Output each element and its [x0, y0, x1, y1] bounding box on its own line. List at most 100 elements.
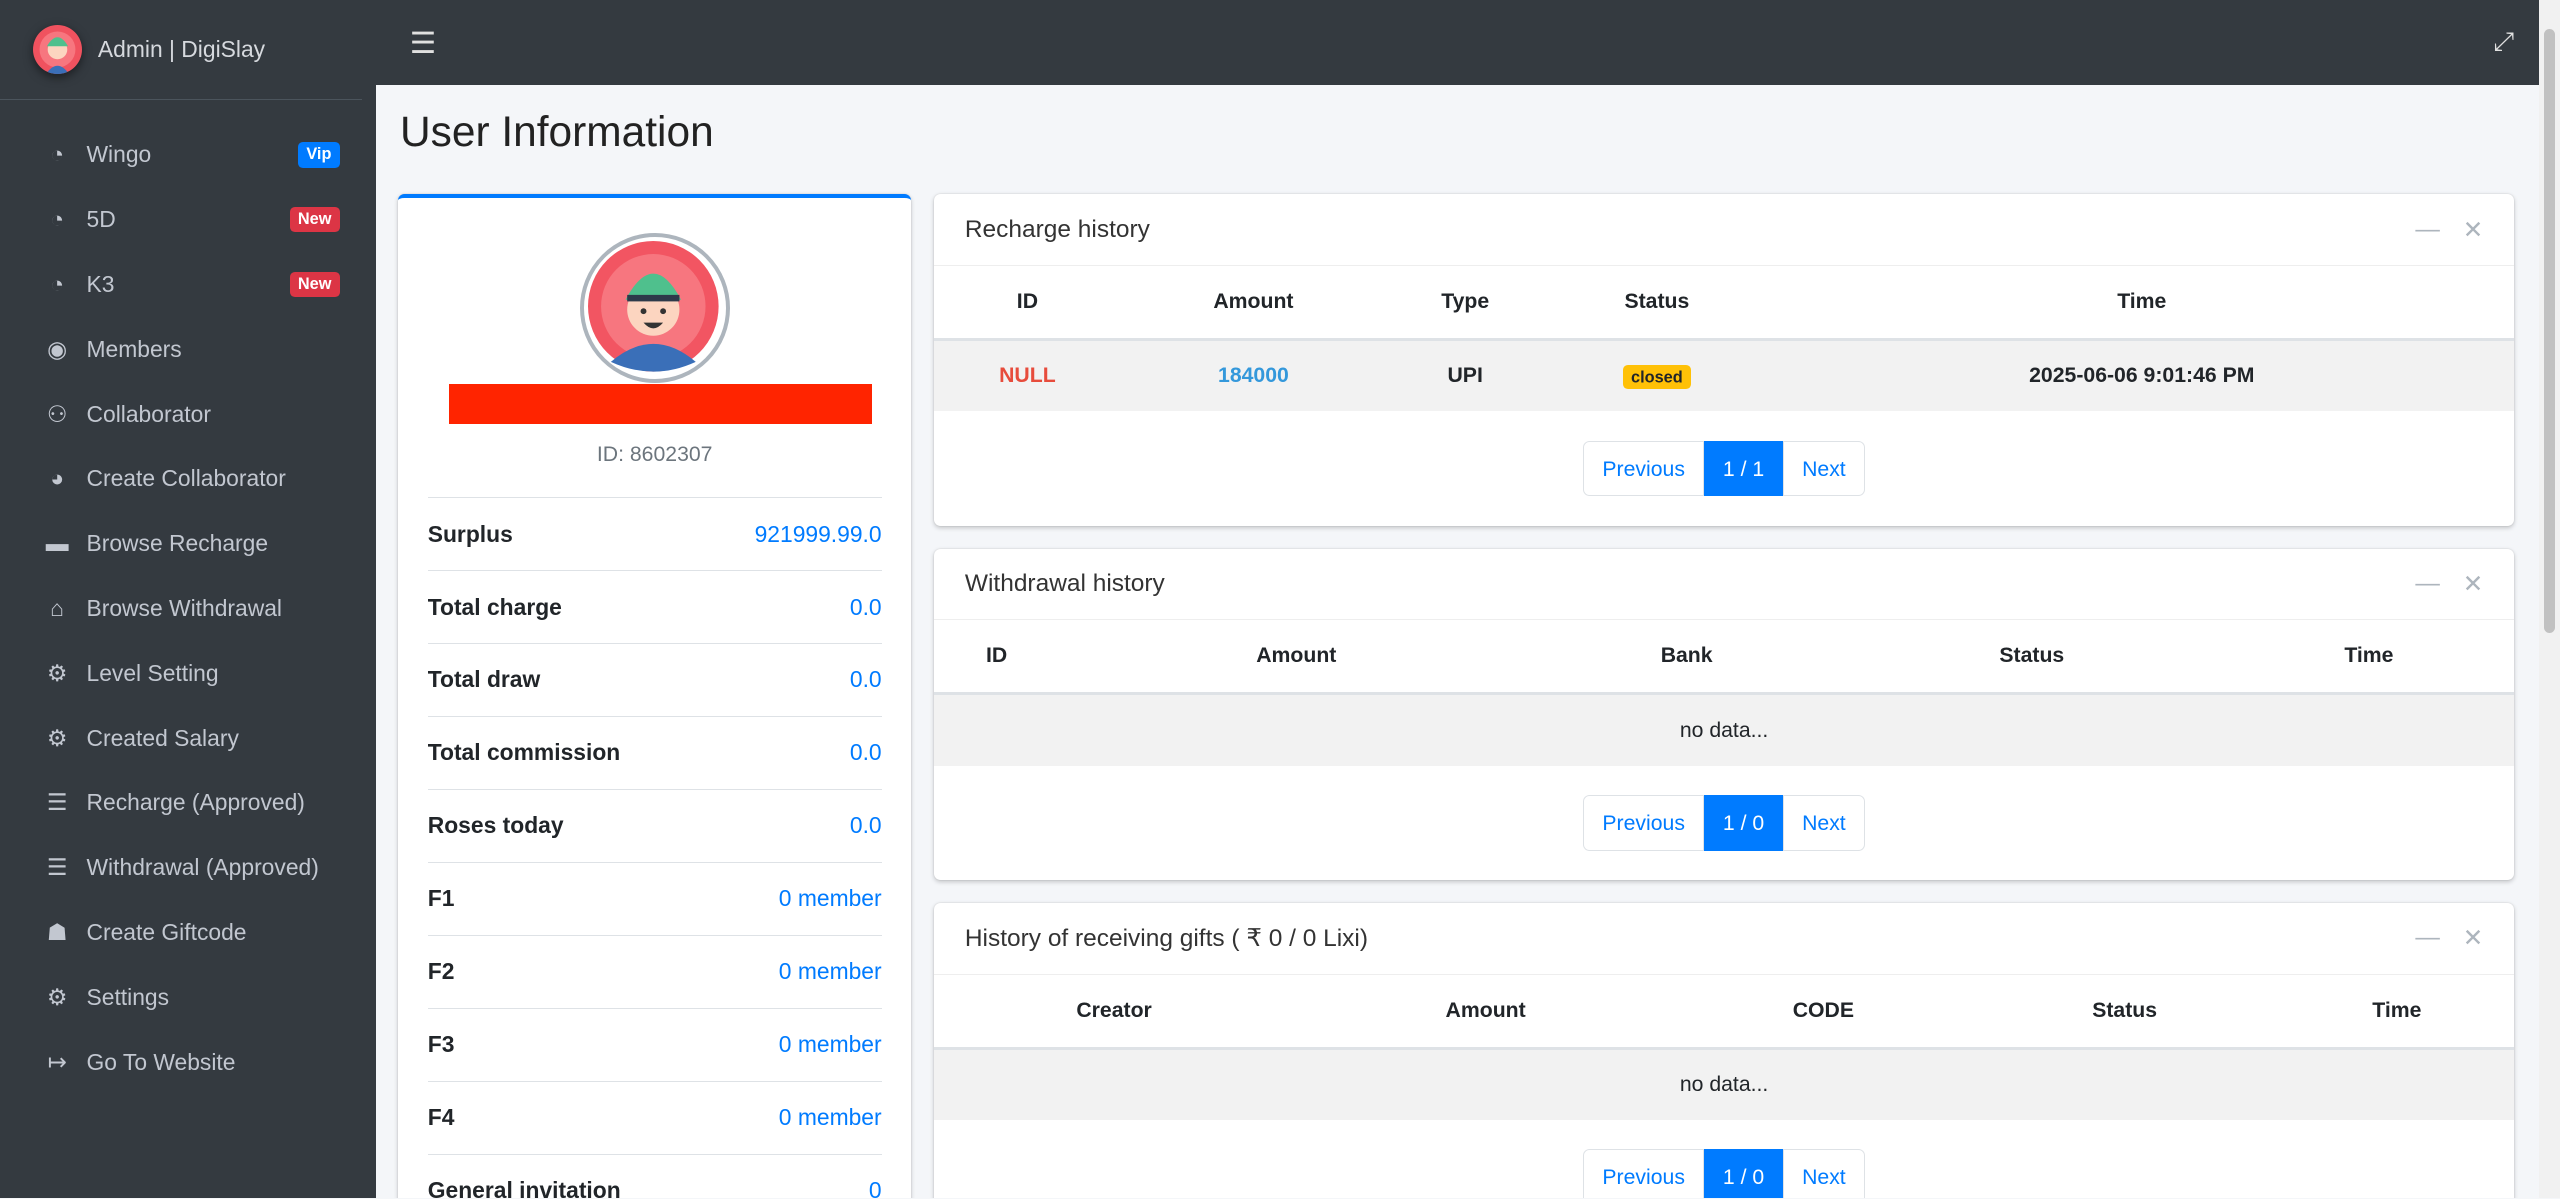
brand-avatar	[32, 24, 82, 74]
scrollbar-thumb[interactable]	[2543, 29, 2556, 634]
tachometer-icon: ◔	[50, 270, 65, 297]
stat-label: Total charge	[427, 593, 562, 620]
stat-row: Total charge 0.0	[427, 570, 882, 643]
next-button[interactable]: Next	[1783, 440, 1865, 497]
stat-value[interactable]: 0	[868, 1177, 882, 1199]
brand[interactable]: Admin | DigiSlay	[0, 0, 363, 100]
profile-card: ID: 8602307 Surplus 921999.99.0 Total char…	[398, 194, 911, 1199]
stat-value[interactable]: 921999.99.0	[754, 520, 882, 547]
next-button[interactable]: Next	[1783, 795, 1865, 851]
sidebar-item-settings[interactable]: ⚙ Settings	[0, 965, 376, 1030]
stat-value[interactable]: 0.0	[849, 812, 882, 839]
empty-message: no data...	[933, 1048, 2515, 1120]
previous-button[interactable]: Previous	[1583, 795, 1704, 851]
sidebar-item-members[interactable]: ◉ Members	[0, 317, 376, 382]
stat-value[interactable]: 0 member	[778, 885, 882, 912]
recharge-history-card: Recharge history — ✕ ID Amount Type Status Tim…	[933, 194, 2515, 526]
pagination: Previous 1 / 0 Next	[934, 1120, 2514, 1199]
close-icon[interactable]: ✕	[2462, 216, 2484, 244]
page-title: User Information	[399, 107, 714, 155]
column-header: Amount	[1294, 974, 1677, 1050]
sidebar-item-collaborator[interactable]: ⚇ Collaborator	[0, 382, 376, 447]
stat-value[interactable]: 0 member	[778, 958, 882, 985]
column-header: CODE	[1676, 974, 1970, 1050]
stat-value[interactable]: 0.0	[849, 593, 882, 620]
minimize-icon[interactable]: —	[2415, 924, 2440, 952]
close-icon[interactable]: ✕	[2462, 925, 2484, 953]
sidebar-item-label: Wingo	[86, 141, 152, 168]
gear-icon: ⚙	[46, 983, 68, 1010]
column-header: ID	[933, 620, 1060, 696]
stat-label: F1	[427, 885, 455, 912]
column-header: Amount	[1120, 266, 1386, 342]
table-row: no data...	[933, 693, 2515, 766]
table-row: no data...	[933, 1048, 2515, 1120]
sidebar-item-create-collaborator[interactable]: ◕ Create Collaborator	[0, 446, 376, 511]
sidebar-item-browse-recharge[interactable]: ▬ Browse Recharge	[0, 511, 376, 576]
gift-history-card: History of receiving gifts ( ₹ 0 / 0 Lix…	[933, 902, 2515, 1199]
sidebar-badge: New	[289, 271, 340, 298]
previous-button[interactable]: Previous	[1583, 1149, 1704, 1199]
stat-value[interactable]: 0.0	[849, 739, 882, 766]
top-navbar: ☰ ⤢	[375, 0, 2539, 85]
column-header: Time	[2223, 620, 2515, 696]
stat-label: F2	[427, 958, 455, 985]
sidebar-item-wingo[interactable]: ◔ Wingo Vip	[0, 122, 376, 187]
sidebar-badge: Vip	[298, 142, 340, 168]
column-header: Amount	[1059, 620, 1534, 696]
sidebar-item-create-giftcode[interactable]: ☗ Create Giftcode	[0, 900, 376, 965]
sidebar-item-k3[interactable]: ◔ K3 New	[0, 252, 376, 317]
sidebar: Admin | DigiSlay ◔ Wingo Vip ◔ 5D New ◔ K3 New ◉ M…	[0, 0, 376, 1199]
next-button[interactable]: Next	[1783, 1149, 1865, 1199]
cell-id: NULL	[933, 339, 1121, 412]
sidebar-item-go-to-website[interactable]: ↦ Go To Website	[0, 1030, 376, 1095]
stat-value[interactable]: 0 member	[778, 1031, 882, 1058]
user-circle-icon: ◉	[47, 335, 68, 362]
cogs-icon: ⚙	[46, 724, 68, 751]
sidebar-badge: New	[289, 206, 340, 233]
stat-value[interactable]: 0.0	[849, 666, 882, 693]
cell-status: closed	[1544, 339, 1770, 412]
sidebar-item-created-salary[interactable]: ⚙ Created Salary	[0, 706, 376, 771]
minimize-icon[interactable]: —	[2415, 215, 2440, 243]
brand-name: Admin | DigiSlay	[97, 35, 266, 62]
recharge-table: ID Amount Type Status Time NULL 184000 UPI c…	[933, 266, 2515, 412]
sidebar-item-label: Created Salary	[86, 724, 239, 751]
close-icon[interactable]: ✕	[2462, 570, 2484, 598]
redacted-username	[448, 384, 872, 424]
column-header: Bank	[1533, 620, 1841, 696]
column-header: Status	[1840, 620, 2224, 696]
card-title: History of receiving gifts ( ₹ 0 / 0 Lix…	[964, 925, 1369, 953]
minimize-icon[interactable]: —	[2415, 569, 2440, 597]
users-icon: ⚇	[46, 400, 68, 427]
sidebar-item-label: Browse Recharge	[86, 530, 269, 557]
pie-chart-icon: ◕	[50, 465, 65, 492]
sidebar-item-5d[interactable]: ◔ 5D New	[0, 187, 376, 252]
scrollbar[interactable]	[2538, 0, 2560, 1199]
cogs-icon: ⚙	[46, 659, 68, 686]
sidebar-item-label: Collaborator	[86, 400, 211, 427]
stat-row: F1 0 member	[427, 861, 882, 935]
fullscreen-icon[interactable]: ⤢	[2493, 26, 2515, 57]
sidebar-item-level-setting[interactable]: ⚙ Level Setting	[0, 641, 376, 706]
stat-label: F4	[427, 1104, 455, 1131]
current-page[interactable]: 1 / 0	[1703, 795, 1784, 851]
hamburger-menu-icon[interactable]: ☰	[409, 27, 437, 61]
stat-value[interactable]: 0 member	[778, 1104, 882, 1131]
stat-label: Total draw	[427, 666, 541, 693]
current-page[interactable]: 1 / 0	[1703, 1149, 1784, 1199]
current-page[interactable]: 1 / 1	[1703, 440, 1784, 497]
stat-label: F3	[427, 1031, 455, 1058]
cell-type: UPI	[1385, 339, 1545, 412]
tachometer-icon: ◔	[50, 206, 65, 233]
stat-row: Roses today 0.0	[427, 788, 882, 862]
pagination: Previous 1 / 1 Next	[934, 411, 2514, 520]
sidebar-item-recharge-approved[interactable]: ☰ Recharge (Approved)	[0, 771, 376, 836]
sidebar-item-withdrawal-approved[interactable]: ☰ Withdrawal (Approved)	[0, 835, 376, 900]
stat-row: F3 0 member	[427, 1007, 882, 1081]
sidebar-item-browse-withdrawal[interactable]: ⌂ Browse Withdrawal	[0, 576, 376, 641]
gift-icon: ☗	[46, 919, 68, 946]
cell-time: 2025-06-06 9:01:46 PM	[1769, 339, 2515, 412]
previous-button[interactable]: Previous	[1583, 440, 1704, 497]
sign-out-icon: ↦	[47, 1048, 67, 1075]
